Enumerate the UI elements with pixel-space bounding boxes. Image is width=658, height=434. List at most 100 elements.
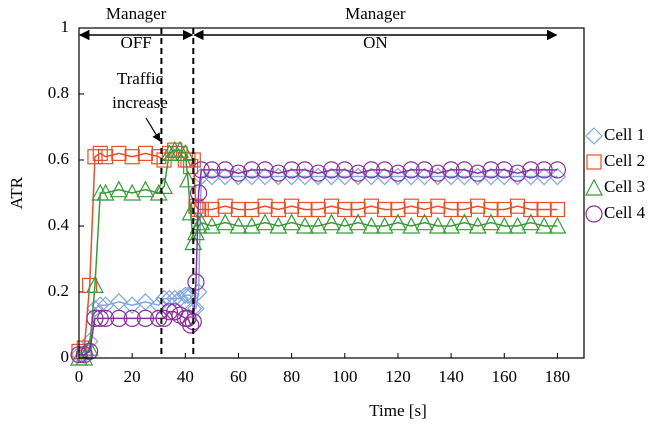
legend-label: Cell 4 <box>604 203 646 222</box>
marker-square <box>151 149 167 165</box>
marker-triangle <box>85 276 104 293</box>
x-tick-label: 40 <box>177 367 194 386</box>
marker-diamond <box>535 167 553 186</box>
marker-diamond <box>468 167 487 186</box>
region-label: ON <box>363 33 388 52</box>
marker-circle <box>269 164 287 182</box>
marker-square <box>390 201 406 218</box>
marker-circle <box>155 309 173 327</box>
y-tick-label: 0 <box>61 347 70 366</box>
marker-triangle <box>160 144 179 161</box>
marker-circle <box>296 161 314 179</box>
x-tick-label: 140 <box>438 367 464 386</box>
marker-circle <box>376 161 394 179</box>
marker-square <box>230 201 247 218</box>
marker-triangle <box>428 216 447 234</box>
y-tick-label: 0.2 <box>48 281 69 300</box>
marker-triangle <box>202 216 221 234</box>
marker-triangle <box>176 144 195 161</box>
marker-circle <box>216 161 234 179</box>
marker-circle <box>256 161 274 179</box>
legend-label: Cell 2 <box>604 151 645 170</box>
marker-diamond <box>309 167 328 186</box>
marker-circle <box>469 164 487 182</box>
marker-square <box>124 149 140 165</box>
marker-triangle <box>171 140 189 158</box>
marker-circle <box>229 164 248 182</box>
marker-circle <box>362 161 380 179</box>
region-label: Manager <box>106 4 167 23</box>
marker-circle <box>190 184 208 202</box>
marker-triangle <box>155 177 174 194</box>
series-line <box>79 149 558 359</box>
legend-label: Cell 3 <box>604 177 645 196</box>
legend-label: Cell 1 <box>604 125 645 144</box>
marker-triangle <box>535 216 554 234</box>
marker-square <box>137 145 154 161</box>
marker-triangle <box>109 180 128 198</box>
marker-square <box>297 201 313 218</box>
marker-square <box>284 198 300 214</box>
marker-diamond <box>86 299 104 318</box>
marker-triangle <box>186 223 205 241</box>
marker-square <box>483 201 499 218</box>
x-tick-label: 160 <box>492 367 518 386</box>
marker-triangle <box>136 180 155 198</box>
marker-circle <box>123 309 141 327</box>
marker-circle <box>508 164 527 182</box>
marker-diamond <box>389 167 407 186</box>
marker-diamond <box>548 167 567 186</box>
marker-circle <box>442 161 460 179</box>
marker-triangle <box>80 338 99 356</box>
marker-triangle <box>335 216 354 234</box>
annotation: Traffic <box>117 69 164 88</box>
marker-triangle <box>375 216 394 234</box>
marker-diamond <box>508 167 527 186</box>
marker-triangle <box>256 213 275 231</box>
marker-triangle <box>123 183 142 201</box>
x-axis-label: Time [s] <box>369 401 426 420</box>
marker-circle <box>429 164 447 182</box>
marker-triangle <box>388 213 407 231</box>
series-line <box>79 175 558 356</box>
marker-square <box>87 149 103 165</box>
marker-triangle <box>481 213 500 231</box>
marker-triangle <box>349 213 368 231</box>
marker-circle <box>110 309 128 327</box>
marker-circle <box>322 161 341 179</box>
marker-triangle <box>521 213 540 231</box>
marker-square <box>523 201 539 218</box>
region-label: OFF <box>121 33 152 52</box>
x-tick-label: 120 <box>385 367 411 386</box>
legend-marker <box>586 154 602 170</box>
marker-triangle <box>295 216 314 234</box>
marker-square <box>350 201 366 218</box>
marker-triangle <box>178 170 197 188</box>
region-label: Manager <box>345 4 406 23</box>
marker-triangle <box>468 216 487 234</box>
series-line <box>79 169 558 356</box>
marker-diamond <box>349 167 367 186</box>
marker-circle <box>243 161 261 179</box>
marker-circle <box>187 273 205 291</box>
annotation: increase <box>112 93 168 112</box>
x-tick-label: 20 <box>124 367 141 386</box>
plot-frame <box>78 27 585 359</box>
marker-triangle <box>322 213 341 231</box>
marker-square <box>496 201 512 218</box>
marker-square <box>403 198 419 214</box>
marker-diamond <box>229 167 248 186</box>
marker-triangle <box>508 216 527 234</box>
marker-square <box>217 198 233 214</box>
marker-circle <box>81 342 99 360</box>
marker-triangle <box>282 213 301 231</box>
marker-triangle <box>216 213 235 231</box>
marker-triangle <box>96 183 115 201</box>
marker-square <box>536 201 552 218</box>
marker-square <box>443 201 459 218</box>
marker-triangle <box>415 213 434 231</box>
x-tick-label: 100 <box>332 367 358 386</box>
marker-diamond <box>203 167 221 186</box>
marker-square <box>310 201 326 218</box>
